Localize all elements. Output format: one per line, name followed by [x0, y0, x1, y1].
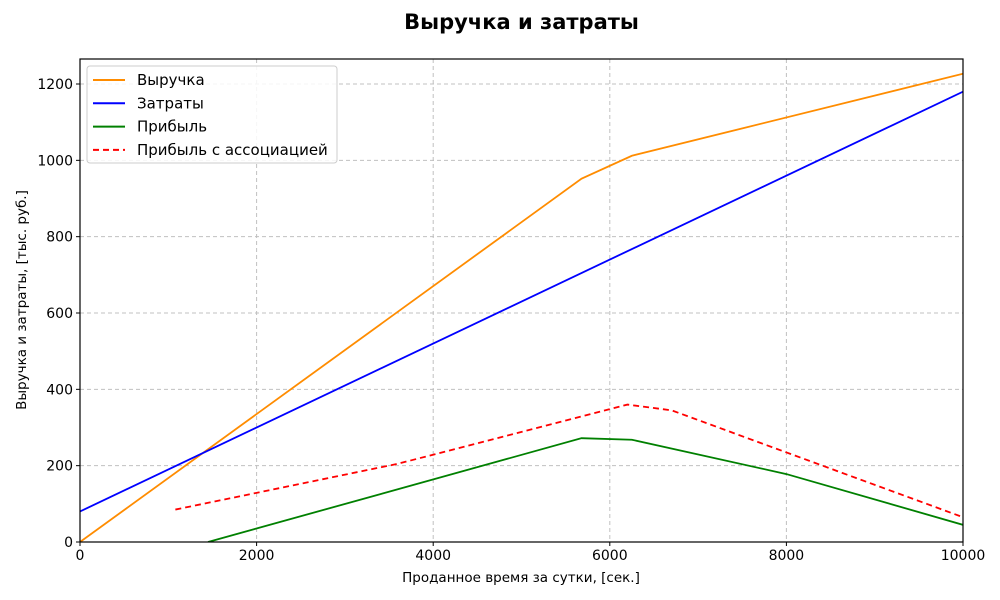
chart-title: Выручка и затраты: [404, 10, 639, 34]
plot-frame: [79, 58, 964, 543]
x-axis-ticks: 0 2000 4000 6000 8000 10000: [76, 542, 986, 564]
y-axis-label: Выручка и затраты, [тыс. руб.]: [14, 190, 30, 410]
series-line-3: [175, 403, 963, 519]
series-line-0: [80, 72, 963, 542]
legend-label: Затраты: [137, 94, 204, 112]
x-tick-label: 8000: [769, 548, 805, 564]
x-tick-label: 0: [76, 548, 85, 564]
legend-label: Прибыль: [137, 118, 207, 136]
legend-label: Выручка: [137, 71, 205, 89]
x-tick-label: 2000: [239, 548, 275, 564]
y-tick-label: 1000: [37, 153, 73, 169]
series-line-2: [207, 437, 963, 542]
x-tick-label: 4000: [415, 548, 451, 564]
series-line-1: [80, 90, 963, 513]
y-tick-label: 400: [46, 382, 73, 398]
y-tick-label: 1200: [37, 77, 73, 93]
y-tick-label: 800: [46, 230, 73, 246]
y-axis-ticks: 0 200 400 600 800 1000 1200: [37, 77, 80, 551]
legend-box: [86, 65, 338, 164]
y-tick-label: 600: [46, 306, 73, 322]
legend-label: Прибыль с ассоциацией: [137, 141, 328, 159]
plot-lines: [80, 72, 963, 542]
y-tick-label: 200: [46, 459, 73, 475]
legend: Выручка Затраты Прибыль Прибыль с ассоциаци…: [86, 65, 338, 164]
x-tick-label: 10000: [941, 548, 986, 564]
y-tick-label: 0: [64, 535, 73, 551]
x-tick-label: 6000: [592, 548, 628, 564]
x-axis-label: Проданное время за сутки, [сек.]: [402, 570, 640, 586]
